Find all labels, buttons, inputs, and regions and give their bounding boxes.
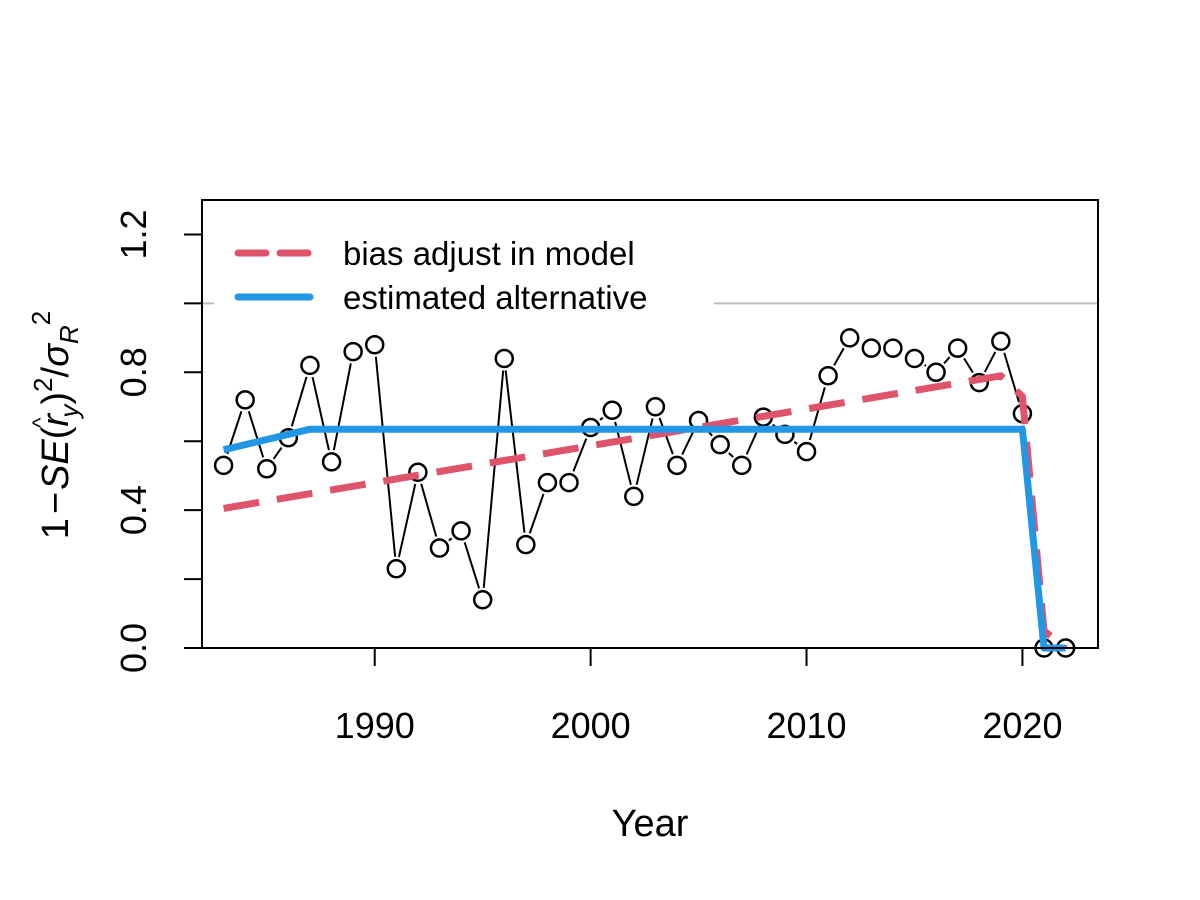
point-connector [247, 411, 265, 458]
x-tick-label: 2020 [982, 705, 1062, 746]
point-connector [681, 430, 695, 455]
point-connector [504, 370, 526, 533]
data-point [710, 434, 730, 455]
data-point [429, 538, 450, 558]
y-tick-label: 0.4 [113, 485, 154, 535]
point-connector [482, 370, 505, 588]
point-connector [397, 483, 417, 558]
legend: bias adjust in model estimated alternati… [214, 226, 714, 316]
data-point [364, 334, 385, 355]
data-point [883, 338, 903, 358]
legend-label-bias-adjust: bias adjust in model [343, 235, 635, 272]
point-connector [793, 441, 798, 445]
y-axis-title: 1−SE(r^y)2/σR2 [26, 311, 84, 540]
data-point [667, 455, 687, 476]
point-connector [528, 493, 545, 534]
data-point [321, 452, 342, 472]
point-connector [374, 356, 397, 557]
data-point [861, 338, 882, 358]
point-connector [943, 356, 951, 365]
data-point [839, 328, 860, 348]
data-point [516, 534, 536, 555]
data-point [796, 441, 817, 462]
data-point [537, 472, 558, 493]
point-connector [599, 416, 604, 421]
legend-label-estimated-alternative: estimated alternative [343, 279, 648, 316]
data-point [386, 558, 407, 579]
point-connector [448, 537, 453, 542]
point-connector [311, 376, 330, 451]
data-point [947, 338, 968, 358]
point-connector [463, 541, 481, 589]
data-point [732, 455, 752, 476]
data-point [343, 341, 363, 362]
data-point [818, 366, 838, 386]
x-tick-label: 1990 [335, 705, 415, 746]
legend-background [214, 226, 714, 316]
x-tick-label: 2010 [766, 705, 846, 746]
data-point [472, 590, 493, 610]
data-point [602, 400, 622, 420]
series-line-estimated-alternative [222, 425, 1066, 652]
point-connector [983, 351, 997, 373]
data-point [451, 521, 471, 541]
data-point [494, 348, 515, 369]
point-connector [272, 447, 283, 460]
data-point [991, 331, 1011, 352]
point-connector [290, 376, 308, 427]
x-axis-title: Year [612, 803, 689, 845]
data-point [257, 459, 277, 479]
point-connector [420, 483, 438, 537]
point-connector [332, 363, 352, 451]
data-point [645, 397, 666, 417]
plot-frame [201, 199, 1099, 649]
point-connector [963, 357, 974, 374]
data-point [559, 472, 579, 493]
point-connector [833, 347, 845, 366]
data-point [624, 486, 644, 507]
y-tick-label: 0.0 [113, 623, 154, 673]
data-point [408, 462, 428, 482]
point-connector [924, 364, 927, 367]
data-point [926, 362, 946, 383]
data-point [300, 355, 320, 376]
data-point [904, 348, 925, 369]
y-tick-label: 1.2 [113, 209, 154, 259]
point-connector [572, 438, 588, 472]
x-tick-label: 2000 [551, 705, 631, 746]
series-line-bias-adjust [223, 372, 1068, 651]
y-tick-label: 0.8 [113, 347, 154, 397]
data-point [235, 390, 255, 410]
data-point [213, 455, 234, 476]
point-connector [728, 452, 734, 458]
